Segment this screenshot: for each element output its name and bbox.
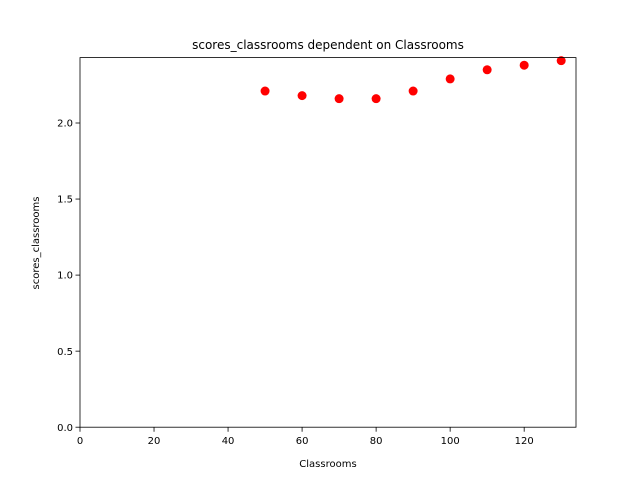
plot-area: 0 20 40 60 80 100 120 0.0 0.5 1.0 1.5 2.0	[57, 56, 577, 447]
data-point	[260, 86, 270, 96]
data-point	[445, 74, 455, 84]
y-tick-label: 1.0	[57, 271, 73, 282]
chart-title: scores_classrooms dependent on Classroom…	[192, 38, 464, 52]
data-point	[519, 60, 529, 70]
data-point	[408, 86, 418, 96]
x-tick-label: 40	[222, 436, 235, 447]
x-tick-label: 80	[370, 436, 383, 447]
y-tick-label: 0.0	[57, 423, 73, 434]
y-axis-label: scores_classrooms	[31, 197, 42, 290]
x-tick-label: 100	[441, 436, 460, 447]
axes-frame	[79, 57, 577, 428]
y-tick-label: 2.0	[57, 119, 73, 130]
x-axis-label: Classrooms	[299, 459, 356, 470]
x-tick-label: 60	[296, 436, 309, 447]
y-tick-label: 0.5	[57, 347, 73, 358]
x-tick-label: 20	[148, 436, 161, 447]
data-point	[556, 56, 566, 66]
data-point	[334, 94, 344, 104]
data-point	[371, 94, 381, 104]
data-point	[482, 65, 492, 75]
data-point	[297, 91, 307, 101]
x-tick-label: 0	[77, 436, 83, 447]
x-tick-label: 120	[515, 436, 534, 447]
y-tick-label: 1.5	[57, 195, 73, 206]
